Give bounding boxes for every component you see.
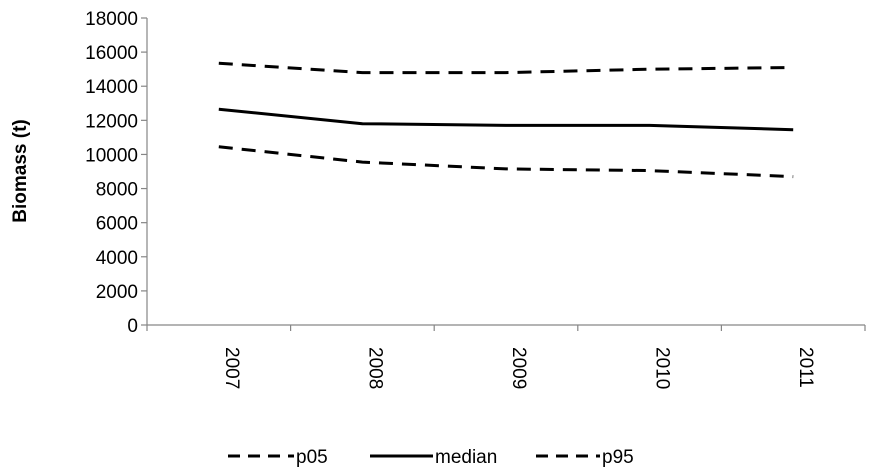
legend: p05 median p95 <box>228 447 634 468</box>
x-tick-label: 2011 <box>795 347 816 388</box>
legend-label-p95: p95 <box>602 447 634 468</box>
series-line-p05 <box>218 145 794 179</box>
y-tick-label: 8000 <box>96 180 138 201</box>
series-line-p95 <box>218 61 794 75</box>
axes <box>141 17 866 331</box>
x-tick-label: 2008 <box>364 347 385 389</box>
y-tick-label: 0 <box>127 316 138 337</box>
y-axis-title: Biomass (t) <box>10 119 31 222</box>
y-tick-label: 6000 <box>96 214 138 235</box>
y-tick-label: 14000 <box>85 77 138 98</box>
y-tick-labels: 0 2000 4000 6000 8000 10000 12000 14000 16000 180… <box>85 9 138 337</box>
legend-label-p05: p05 <box>296 447 328 468</box>
x-tick-label: 2010 <box>652 347 673 389</box>
y-tick-label: 16000 <box>85 43 138 64</box>
x-tick-label: 2009 <box>508 347 529 389</box>
series-lines <box>218 61 794 179</box>
y-tick-label: 10000 <box>85 145 138 166</box>
y-tick-label: 4000 <box>96 248 138 269</box>
legend-label-median: median <box>435 447 497 468</box>
x-tick-labels: 2007 2008 2009 2010 2011 <box>221 347 816 389</box>
series-line-median <box>218 107 794 132</box>
y-tick-label: 18000 <box>85 9 138 30</box>
y-tick-label: 12000 <box>85 111 138 132</box>
x-tick-label: 2007 <box>221 347 242 389</box>
y-tick-label: 2000 <box>96 282 138 303</box>
